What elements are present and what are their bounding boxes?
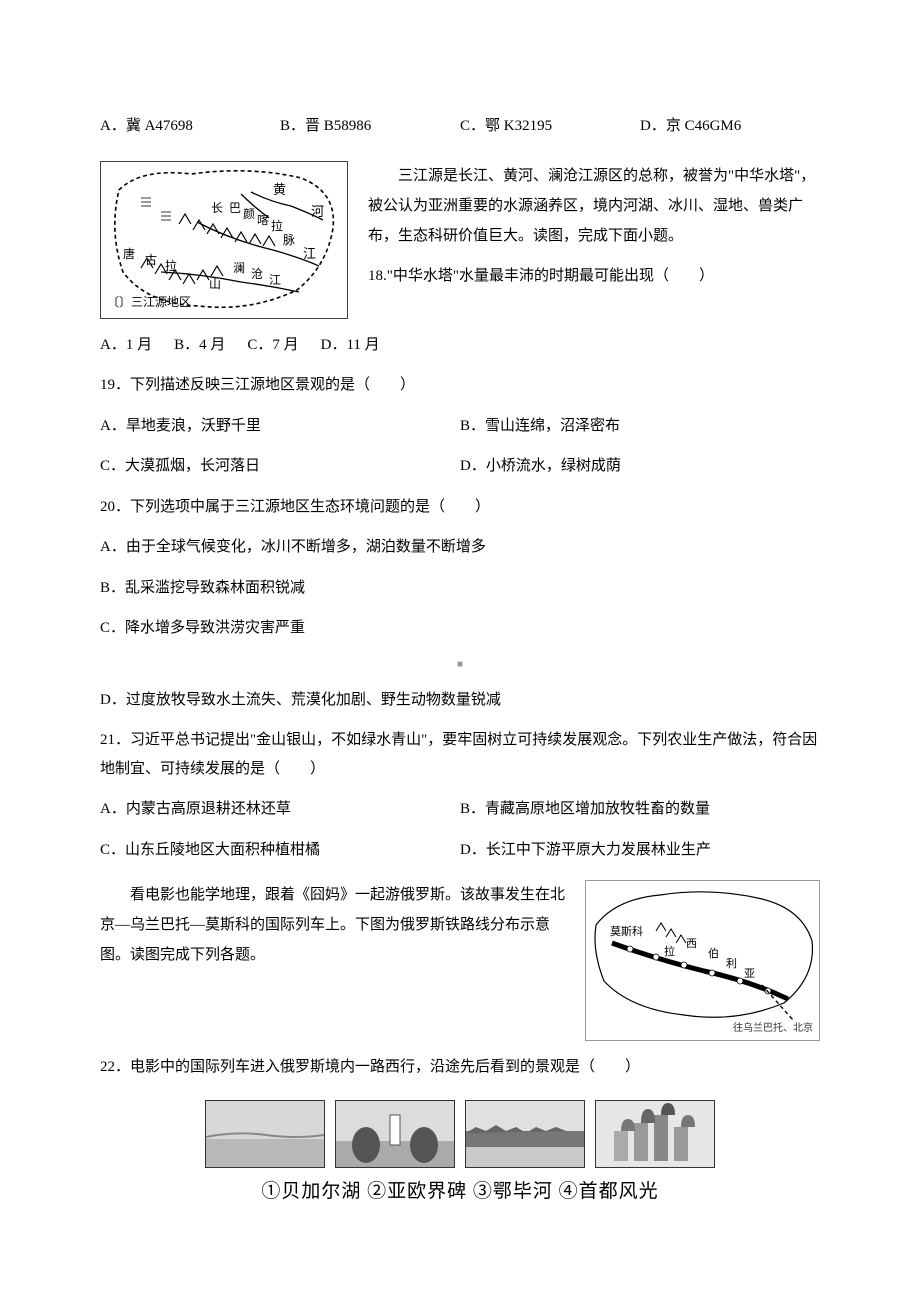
map1-legend: 〔〕三江源地区 xyxy=(107,291,191,314)
q22-photo-strip xyxy=(100,1100,820,1168)
q21-stem: 21．习近平总书记提出"金山银山，不如绿水青山"，要牢固树立可持续发展观念。下列… xyxy=(100,726,820,783)
photo-moscow xyxy=(595,1100,715,1168)
q21-opt-b: B．青藏高原地区增加放牧牲畜的数量 xyxy=(460,795,820,824)
q19-opt-b: B．雪山连绵，沼泽密布 xyxy=(460,412,820,441)
svg-text:沧: 沧 xyxy=(251,266,263,281)
svg-text:利: 利 xyxy=(726,957,737,970)
svg-text:喀: 喀 xyxy=(257,213,269,227)
svg-text:唐: 唐 xyxy=(123,246,135,261)
map2-route-label: 往乌兰巴托、北京 xyxy=(733,1019,813,1038)
q20-opt-b: B．乱采滥挖导致森林面积锐减 xyxy=(100,574,820,603)
q18-opt-a: A．1 月 xyxy=(100,331,152,360)
q19-options-row1: A．旱地麦浪，沃野千里 B．雪山连绵，沼泽密布 xyxy=(100,412,820,441)
svg-text:河: 河 xyxy=(311,204,324,219)
svg-text:脉: 脉 xyxy=(283,232,295,247)
q18-stem: 18."中华水塔"水量最丰沛的时期最可能出现（ ） xyxy=(368,261,820,291)
photo-ob-river xyxy=(465,1100,585,1168)
q19-stem: 19．下列描述反映三江源地区景观的是（ ） xyxy=(100,371,820,400)
svg-text:拉: 拉 xyxy=(271,218,283,233)
q20-opt-d: D．过度放牧导致水土流失、荒漠化加剧、野生动物数量锐减 xyxy=(100,686,820,715)
svg-text:澜: 澜 xyxy=(233,261,245,275)
q18-options: A．1 月 B．4 月 C．7 月 D．11 月 xyxy=(100,331,820,360)
svg-text:长: 长 xyxy=(211,201,223,215)
svg-text:江: 江 xyxy=(269,273,281,287)
q20-stem: 20．下列选项中属于三江源地区生态环境问题的是（ ） xyxy=(100,493,820,522)
center-marker: ■ xyxy=(100,655,820,674)
svg-text:山: 山 xyxy=(209,277,221,291)
passage1-para: 三江源是长江、黄河、澜沧江源区的总称，被誉为"中华水塔"，被公认为亚洲重要的水源… xyxy=(368,161,820,251)
sanjiangyuan-map: 黄 河 长 巴 颜 喀 拉 脉 江 澜 沧 江 唐 古 拉 山 〔〕三江源地区 xyxy=(100,161,348,319)
q20-opt-c: C．降水增多导致洪涝灾害严重 xyxy=(100,614,820,643)
svg-text:莫斯科: 莫斯科 xyxy=(610,924,643,938)
svg-text:古: 古 xyxy=(145,252,157,267)
q22-stem: 22．电影中的国际列车进入俄罗斯境内一路西行，沿途先后看到的景观是（ ） xyxy=(100,1053,820,1082)
exam-page: A．冀 A47698 B．晋 B58986 C．鄂 K32195 D．京 C46… xyxy=(0,0,920,1302)
passage1-block: 黄 河 长 巴 颜 喀 拉 脉 江 澜 沧 江 唐 古 拉 山 〔〕三江源地区 … xyxy=(100,161,820,319)
q20-opt-a: A．由于全球气候变化，冰川不断增多，湖泊数量不断增多 xyxy=(100,533,820,562)
q22-photo-labels: ①贝加尔湖 ②亚欧界碑 ③鄂毕河 ④首都风光 xyxy=(100,1174,820,1210)
q18-opt-c: C．7 月 xyxy=(247,331,298,360)
q17-opt-b: B．晋 B58986 xyxy=(280,112,460,141)
passage2-block: 看电影也能学地理，跟着《囧妈》一起游俄罗斯。该故事发生在北京—乌兰巴托—莫斯科的… xyxy=(100,880,820,1041)
photo-monument xyxy=(335,1100,455,1168)
q18-opt-d: D．11 月 xyxy=(321,331,380,360)
svg-text:拉: 拉 xyxy=(664,944,675,958)
passage2-text: 看电影也能学地理，跟着《囧妈》一起游俄罗斯。该故事发生在北京—乌兰巴托—莫斯科的… xyxy=(100,880,567,1041)
q18-opt-b: B．4 月 xyxy=(174,331,225,360)
q21-opt-a: A．内蒙古高原退耕还林还草 xyxy=(100,795,460,824)
q19-opt-a: A．旱地麦浪，沃野千里 xyxy=(100,412,460,441)
q21-options-row1: A．内蒙古高原退耕还林还草 B．青藏高原地区增加放牧牲畜的数量 xyxy=(100,795,820,824)
passage2-para: 看电影也能学地理，跟着《囧妈》一起游俄罗斯。该故事发生在北京—乌兰巴托—莫斯科的… xyxy=(100,880,567,970)
photo-baikal xyxy=(205,1100,325,1168)
q21-opt-c: C．山东丘陵地区大面积种植柑橘 xyxy=(100,836,460,865)
q19-options-row2: C．大漠孤烟，长河落日 D．小桥流水，绿树成荫 xyxy=(100,452,820,481)
svg-text:江: 江 xyxy=(303,246,316,261)
q21-options-row2: C．山东丘陵地区大面积种植柑橘 D．长江中下游平原大力发展林业生产 xyxy=(100,836,820,865)
svg-text:亚: 亚 xyxy=(744,968,755,980)
svg-text:拉: 拉 xyxy=(165,258,177,273)
svg-text:伯: 伯 xyxy=(708,946,719,960)
svg-text:巴: 巴 xyxy=(229,201,241,215)
svg-text:黄: 黄 xyxy=(273,182,286,197)
map-svg-2: 莫斯科 拉 西 伯 利 亚 xyxy=(586,881,819,1040)
passage1-text: 三江源是长江、黄河、澜沧江源区的总称，被誉为"中华水塔"，被公认为亚洲重要的水源… xyxy=(368,161,820,319)
q17-opt-d: D．京 C46GM6 xyxy=(640,112,820,141)
svg-text:颜: 颜 xyxy=(243,206,255,221)
russia-map: 莫斯科 拉 西 伯 利 亚 往乌兰巴托、北京 xyxy=(585,880,820,1041)
q21-opt-d: D．长江中下游平原大力发展林业生产 xyxy=(460,836,820,865)
q19-opt-c: C．大漠孤烟，长河落日 xyxy=(100,452,460,481)
q19-opt-d: D．小桥流水，绿树成荫 xyxy=(460,452,820,481)
q17-opt-a: A．冀 A47698 xyxy=(100,112,280,141)
q17-options: A．冀 A47698 B．晋 B58986 C．鄂 K32195 D．京 C46… xyxy=(100,112,820,141)
svg-text:西: 西 xyxy=(686,938,697,950)
q17-opt-c: C．鄂 K32195 xyxy=(460,112,640,141)
